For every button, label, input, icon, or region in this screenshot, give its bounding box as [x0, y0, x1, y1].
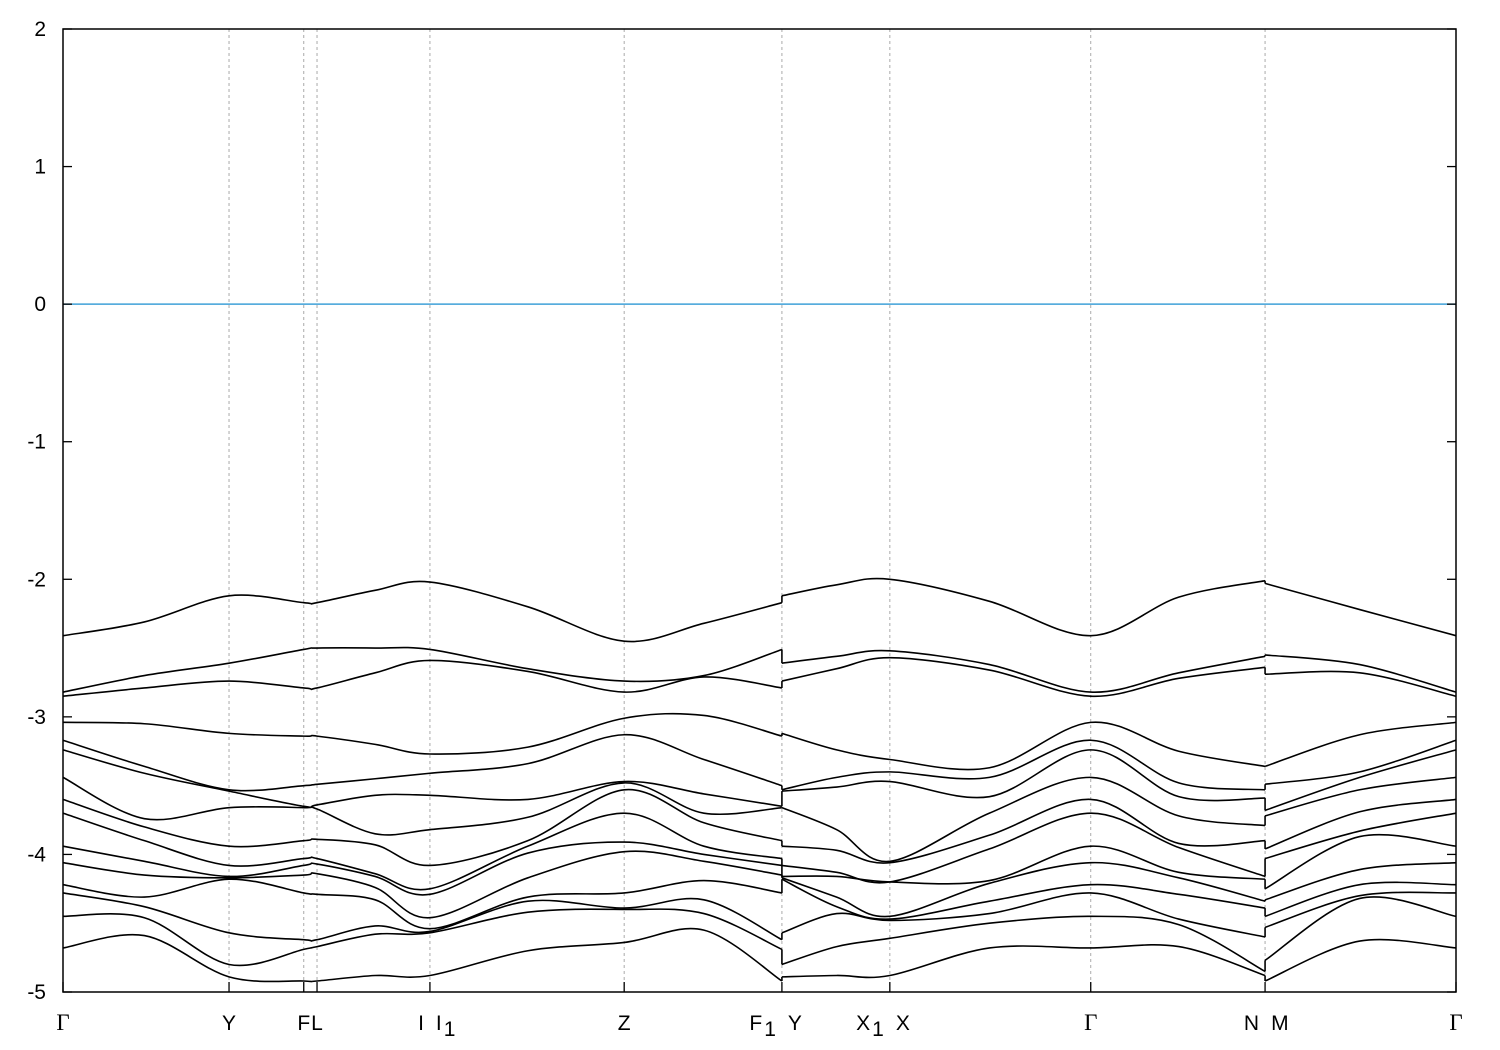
y-tick-label: -1 [27, 431, 46, 454]
band-2-segment-3 [1264, 654, 1457, 693]
y-tick-label: 1 [34, 156, 46, 179]
x-tick-label: Y [788, 1012, 802, 1035]
plot-frame [62, 28, 1457, 993]
x-tick-label: X1 [856, 1012, 884, 1041]
y-axis: 2 1 0 -1 -2 -3 -4 -5 [27, 18, 1456, 1004]
x-axis: Γ Y F L I I1 Z F1 Y X1 X Γ N M Γ [56, 982, 1463, 1041]
band-1-segment-2 [781, 577, 1266, 637]
band-11-segment-3 [1264, 861, 1457, 901]
band-1-segment-1 [62, 580, 783, 643]
band-9-segment-2 [781, 812, 1266, 884]
x-tick-label: Γ [1084, 1010, 1097, 1035]
band-4-segment-3 [1264, 721, 1457, 768]
bands [62, 577, 1457, 983]
band-10-segment-3 [1264, 833, 1457, 890]
band-7-segment-1 [62, 776, 782, 836]
band-11-segment-1 [62, 850, 783, 919]
x-tick-label: Z [618, 1012, 631, 1035]
band-4-segment-2 [781, 721, 1266, 771]
band-15-segment-3 [1264, 938, 1457, 982]
band-8-segment-3 [1264, 798, 1457, 850]
x-tick-label: X [896, 1012, 910, 1035]
band-5-segment-2 [781, 739, 1266, 791]
y-tick-label: 0 [34, 293, 46, 316]
band-10-segment-1 [62, 841, 783, 896]
y-tick-label: -4 [27, 843, 46, 866]
band-4-segment-1 [62, 712, 783, 755]
x-tick-label: M [1271, 1012, 1289, 1035]
band-6-segment-3 [1264, 749, 1457, 812]
x-tick-label: I1 [436, 1012, 456, 1041]
y-tick-label: -5 [27, 981, 46, 1004]
band-13-segment-2 [781, 892, 1266, 938]
band-14-segment-3 [1264, 896, 1457, 962]
band-6-segment-2 [781, 749, 1266, 802]
band-6-segment-1 [62, 749, 783, 809]
band-8-segment-1 [62, 788, 783, 867]
band-13-segment-1 [62, 892, 783, 942]
band-8-segment-2 [781, 798, 1266, 864]
x-tick-label: L [311, 1012, 323, 1035]
x-tick-label: Γ [1449, 1010, 1462, 1035]
band-3-segment-3 [1265, 670, 1457, 697]
band-15-segment-1 [62, 927, 783, 983]
band-3-segment-2 [781, 656, 1266, 698]
x-tick-label: I [418, 1012, 424, 1035]
band-7-segment-2 [781, 776, 1266, 863]
band-14-segment-2 [781, 915, 1266, 973]
x-tick-label: F [297, 1012, 310, 1035]
band-9-segment-1 [62, 812, 783, 891]
band-3-segment-1 [62, 659, 783, 698]
band-5-segment-3 [1264, 739, 1457, 786]
y-tick-label: -3 [27, 706, 46, 729]
band-10-segment-2 [781, 845, 1266, 885]
x-tick-label: Γ [56, 1010, 69, 1035]
x-tick-label: Y [222, 1012, 236, 1035]
band-13-segment-3 [1264, 891, 1457, 929]
x-tick-label: N [1244, 1012, 1259, 1035]
band-12-segment-1 [62, 878, 783, 930]
band-7-segment-3 [1264, 776, 1457, 817]
band-14-segment-1 [62, 908, 783, 967]
y-tick-label: 2 [34, 18, 46, 41]
band-11-segment-2 [781, 861, 1266, 918]
band-2-segment-1 [62, 646, 783, 693]
x-tick-label: F1 [749, 1012, 776, 1041]
gridlines [228, 29, 1266, 992]
band-12-segment-3 [1264, 881, 1457, 918]
band-12-segment-2 [781, 878, 1266, 920]
y-tick-label: -2 [27, 568, 46, 591]
band-15-segment-2 [781, 944, 1266, 979]
band-1-segment-3 [1264, 582, 1457, 637]
band-5-segment-1 [62, 733, 783, 792]
band-2-segment-2 [781, 649, 1266, 693]
band-9-segment-3 [1264, 812, 1457, 860]
